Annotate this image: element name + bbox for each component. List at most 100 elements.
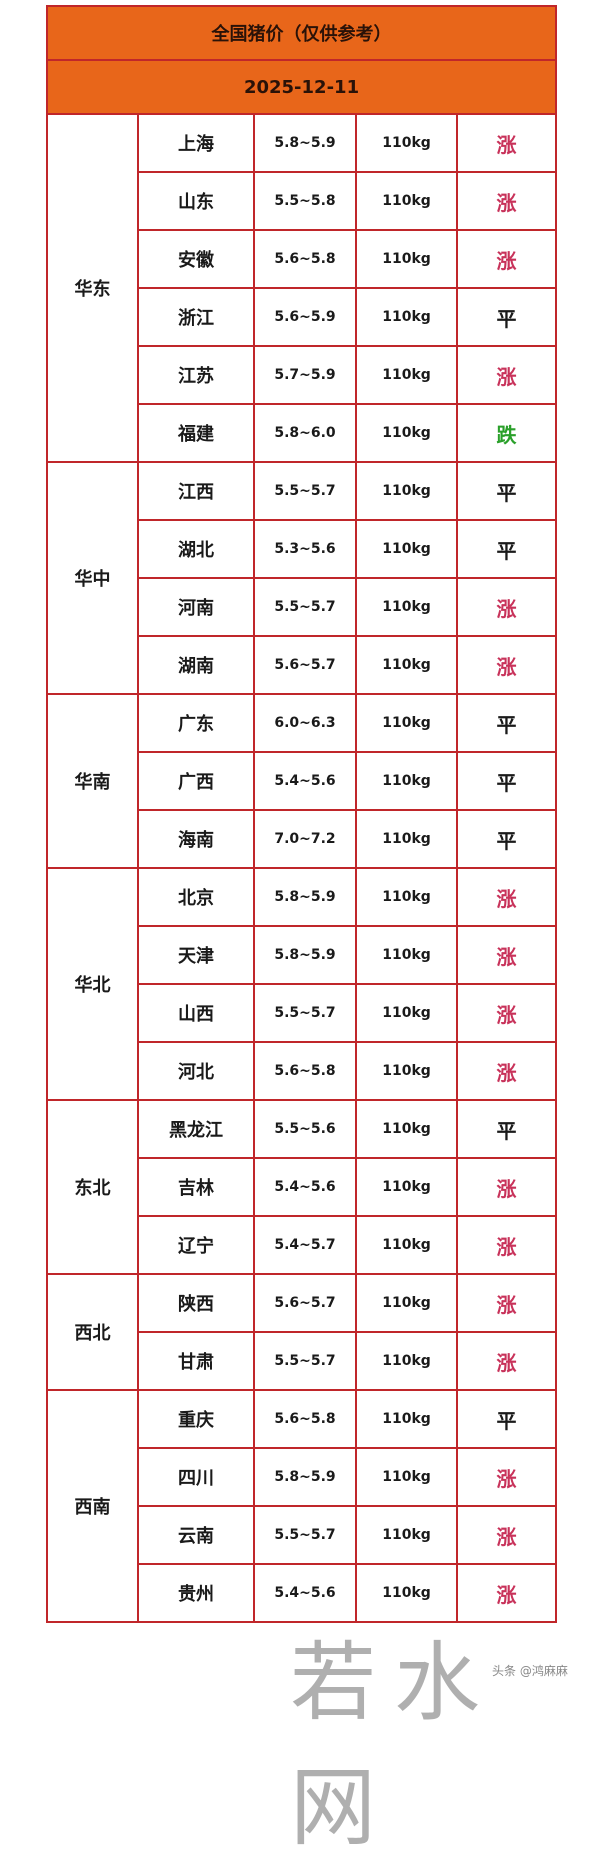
province-cell: 云南: [137, 1505, 255, 1565]
weight-cell: 110kg: [355, 1447, 458, 1507]
price-cell: 5.8~5.9: [253, 113, 357, 173]
table-row: 东北 黑龙江 5.5~5.6 110kg 平: [46, 1099, 558, 1275]
weight-cell: 110kg: [355, 1215, 458, 1275]
trend-cell: 平: [455, 461, 558, 521]
province-cell: 辽宁: [137, 1215, 255, 1275]
table-row: 吉林 5.4~5.6 110kg 涨: [47, 1157, 558, 1217]
table-row: 广西 5.4~5.6 110kg 平: [47, 751, 558, 811]
price-cell: 5.6~5.9: [253, 287, 357, 347]
trend-cell: 涨: [455, 925, 558, 985]
price-cell: 5.6~5.8: [253, 1041, 357, 1101]
price-cell: 5.7~5.9: [253, 345, 357, 405]
weight-cell: 110kg: [355, 1157, 458, 1217]
trend-cell: 涨: [455, 1563, 558, 1623]
trend-cell: 平: [455, 519, 558, 579]
price-cell: 5.8~5.9: [253, 867, 357, 927]
table-row: 贵州 5.4~5.6 110kg 涨: [47, 1563, 558, 1623]
table-row: 华东 上海 5.8~5.9 110kg 涨: [46, 113, 558, 463]
weight-cell: 110kg: [355, 171, 458, 231]
province-cell: 河南: [137, 577, 255, 637]
trend-cell: 平: [455, 693, 558, 753]
weight-cell: 110kg: [355, 577, 458, 637]
price-cell: 5.4~5.6: [253, 1563, 357, 1623]
trend-cell: 平: [455, 751, 558, 811]
price-cell: 5.8~5.9: [253, 925, 357, 985]
trend-cell: 平: [455, 1099, 558, 1159]
province-cell: 重庆: [137, 1389, 255, 1449]
weight-cell: 110kg: [355, 1273, 458, 1333]
weight-cell: 110kg: [355, 983, 458, 1043]
table-row: 西北 陕西 5.6~5.7 110kg 涨: [46, 1273, 558, 1391]
trend-cell: 涨: [455, 1041, 558, 1101]
trend-cell: 平: [455, 809, 558, 869]
price-cell: 5.5~5.6: [253, 1099, 357, 1159]
price-cell: 5.6~5.8: [253, 1389, 357, 1449]
price-cell: 5.5~5.8: [253, 171, 357, 231]
province-cell: 甘肃: [137, 1331, 255, 1391]
table-row: 华北 北京 5.8~5.9 110kg 涨: [46, 867, 558, 1101]
region-cell: 华南: [46, 693, 139, 869]
table-row: 江苏 5.7~5.9 110kg 涨: [47, 345, 558, 405]
price-cell: 5.4~5.7: [253, 1215, 357, 1275]
price-cell: 5.6~5.7: [253, 635, 357, 695]
weight-cell: 110kg: [355, 345, 458, 405]
weight-cell: 110kg: [355, 461, 458, 521]
table-row: 华中 江西 5.5~5.7 110kg 平: [46, 461, 558, 695]
watermark-logo: 若水网: [290, 1633, 498, 1858]
table-row: 浙江 5.6~5.9 110kg 平: [47, 287, 558, 347]
weight-cell: 110kg: [355, 1331, 458, 1391]
price-cell: 5.3~5.6: [253, 519, 357, 579]
table-row: 辽宁 5.4~5.7 110kg 涨: [47, 1215, 558, 1275]
pig-price-table: 全国猪价（仅供参考） 2025-12-11 华东 上海 5.8~5.9 110kg 涨山…: [45, 5, 558, 1623]
table-row: 四川 5.8~5.9 110kg 涨: [47, 1447, 558, 1507]
price-cell: 5.8~6.0: [253, 403, 357, 463]
province-cell: 浙江: [137, 287, 255, 347]
price-cell: 5.8~5.9: [253, 1447, 357, 1507]
weight-cell: 110kg: [355, 1041, 458, 1101]
trend-cell: 涨: [455, 1447, 558, 1507]
province-cell: 陕西: [137, 1273, 255, 1333]
weight-cell: 110kg: [355, 925, 458, 985]
province-cell: 广东: [137, 693, 255, 753]
trend-cell: 涨: [455, 867, 558, 927]
price-cell: 5.5~5.7: [253, 1331, 357, 1391]
region-cell: 华东: [46, 113, 139, 463]
source-credit: 头条 @鸿麻麻: [492, 1664, 568, 1678]
price-cell: 7.0~7.2: [253, 809, 357, 869]
province-cell: 福建: [137, 403, 255, 463]
region-cell: 华北: [46, 867, 139, 1101]
province-cell: 四川: [137, 1447, 255, 1507]
price-cell: 5.6~5.8: [253, 229, 357, 289]
trend-cell: 涨: [455, 1331, 558, 1391]
table-row: 山东 5.5~5.8 110kg 涨: [47, 171, 558, 231]
province-cell: 吉林: [137, 1157, 255, 1217]
weight-cell: 110kg: [355, 1505, 458, 1565]
trend-cell: 涨: [455, 577, 558, 637]
province-cell: 湖南: [137, 635, 255, 695]
price-cell: 5.5~5.7: [253, 1505, 357, 1565]
province-cell: 河北: [137, 1041, 255, 1101]
table-row: 河北 5.6~5.8 110kg 涨: [47, 1041, 558, 1101]
trend-cell: 平: [455, 287, 558, 347]
table-row: 河南 5.5~5.7 110kg 涨: [47, 577, 558, 637]
price-cell: 5.5~5.7: [253, 461, 357, 521]
trend-cell: 涨: [455, 635, 558, 695]
trend-cell: 涨: [455, 1215, 558, 1275]
trend-cell: 涨: [455, 171, 558, 231]
table-row: 云南 5.5~5.7 110kg 涨: [47, 1505, 558, 1565]
province-cell: 江苏: [137, 345, 255, 405]
province-cell: 广西: [137, 751, 255, 811]
province-cell: 海南: [137, 809, 255, 869]
weight-cell: 110kg: [355, 751, 458, 811]
region-cell: 西北: [46, 1273, 139, 1391]
weight-cell: 110kg: [355, 519, 458, 579]
table-row: 天津 5.8~5.9 110kg 涨: [47, 925, 558, 985]
table-row: 福建 5.8~6.0 110kg 跌: [47, 403, 558, 463]
weight-cell: 110kg: [355, 1563, 458, 1623]
table-row: 湖北 5.3~5.6 110kg 平: [47, 519, 558, 579]
weight-cell: 110kg: [355, 229, 458, 289]
trend-cell: 涨: [455, 345, 558, 405]
price-cell: 5.4~5.6: [253, 1157, 357, 1217]
table-row: 山西 5.5~5.7 110kg 涨: [47, 983, 558, 1043]
province-cell: 湖北: [137, 519, 255, 579]
